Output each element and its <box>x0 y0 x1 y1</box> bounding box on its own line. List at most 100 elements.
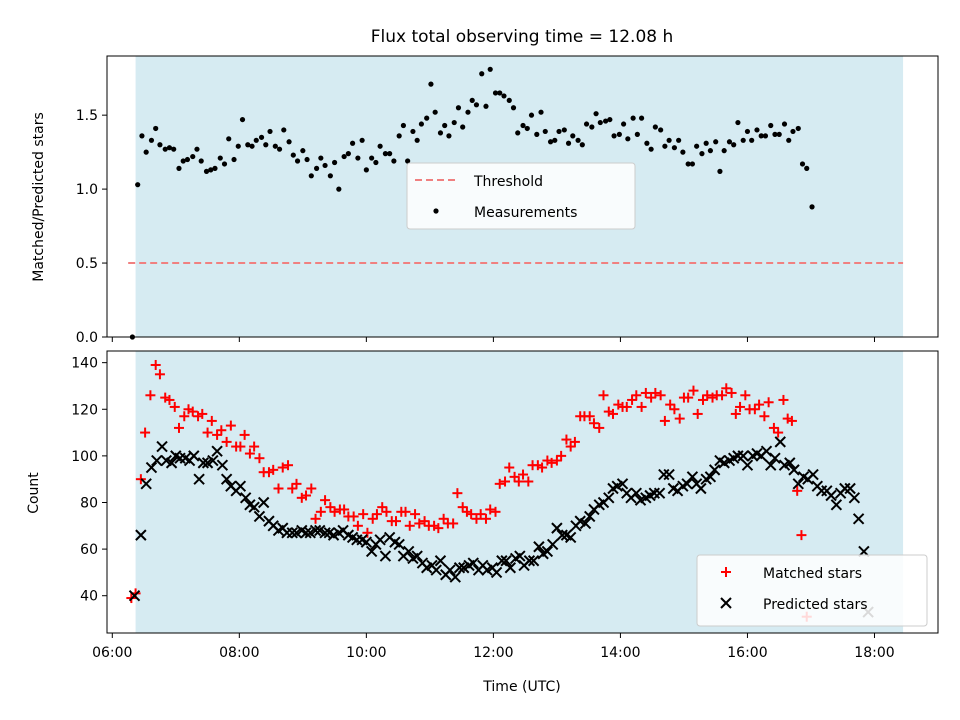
matched-star-point <box>414 518 425 529</box>
matched-star-point <box>169 401 180 412</box>
predicted-star-point <box>193 473 205 485</box>
predicted-star-point <box>630 487 643 499</box>
predicted-star-point <box>467 557 479 569</box>
predicted-star-point <box>556 529 568 541</box>
measurement-point <box>652 124 658 130</box>
measurement-point <box>184 156 191 163</box>
predicted-star-point <box>504 562 517 574</box>
measurement-point <box>689 161 696 167</box>
matched-star-point <box>688 385 699 396</box>
predicted-star-point <box>211 445 223 457</box>
measurement-point <box>786 137 792 143</box>
measurement-point <box>217 155 223 161</box>
measurement-point <box>314 165 320 171</box>
matched-star-point <box>352 520 363 531</box>
matched-star-point <box>306 483 317 494</box>
measurement-point <box>377 143 383 149</box>
measurement-point <box>483 103 489 109</box>
measurement-point <box>162 146 168 152</box>
x-tick-label: 12:00 <box>473 645 513 661</box>
matched-star-point <box>786 415 797 426</box>
measurement-point <box>428 81 434 87</box>
predicted-star-point <box>365 545 378 558</box>
measurement-point <box>373 159 379 166</box>
matched-star-point <box>621 401 632 412</box>
measurement-point <box>418 121 425 127</box>
measurement-point <box>400 122 407 129</box>
matched-star-point <box>145 390 156 401</box>
matched-star-point <box>674 413 685 424</box>
matched-star-point <box>249 441 260 452</box>
matched-star-point <box>221 436 232 447</box>
matched-star-point <box>523 476 534 487</box>
matched-star-point <box>759 411 770 422</box>
predicted-star-point <box>514 550 526 562</box>
matched-star-point <box>150 359 161 370</box>
measurement-point <box>198 158 204 164</box>
predicted-star-point <box>825 489 837 502</box>
measurements-series <box>129 66 815 340</box>
predicted-star-point <box>584 510 596 523</box>
matched-star-point <box>348 511 359 522</box>
measurement-point <box>382 151 389 157</box>
matched-star-point <box>717 390 728 401</box>
y-tick-label: 1.5 <box>76 108 98 124</box>
matched-star-point <box>702 390 713 401</box>
matched-star-point <box>594 422 605 433</box>
y-tick-label: 0.5 <box>76 256 98 272</box>
top-legend-box <box>406 162 636 230</box>
measurement-point <box>487 66 493 72</box>
measurement-point <box>552 137 558 143</box>
predicted-star-point <box>564 531 577 544</box>
matched-star-point <box>556 450 567 461</box>
predicted-star-point <box>695 482 707 495</box>
x-tick-label: 14:00 <box>600 645 640 661</box>
measurement-point <box>809 204 815 210</box>
measurement-point <box>510 105 517 111</box>
predicted-star-point <box>760 445 773 457</box>
measurement-point <box>528 112 535 118</box>
measurement-point <box>634 131 640 137</box>
measurement-point <box>414 137 420 143</box>
bottom-axes-frame <box>106 350 939 634</box>
matched-star-point <box>518 469 529 480</box>
predicted-star-point <box>769 452 781 464</box>
measurement-point <box>556 128 562 135</box>
measurement-point <box>497 90 503 96</box>
matched-star-point <box>669 404 680 415</box>
matched-star-point <box>187 406 198 417</box>
measurement-point <box>804 165 810 171</box>
measurement-point <box>638 115 645 121</box>
predicted-star-point <box>737 450 749 462</box>
measurement-point <box>208 167 214 173</box>
matched-star-point <box>244 448 255 459</box>
predicted-star-point <box>852 513 865 525</box>
predicted-star-point <box>500 555 512 567</box>
measurement-point <box>272 143 278 149</box>
top-legend: Threshold Measurements <box>406 162 636 230</box>
measurement-point <box>180 158 186 164</box>
measurement-point <box>607 116 613 123</box>
predicted-star-point <box>151 454 163 467</box>
matched-star-point <box>513 476 524 487</box>
matched-star-point <box>197 408 208 419</box>
predicted-star-point <box>453 562 466 574</box>
measurement-point <box>405 158 411 164</box>
measurement-point <box>235 143 241 149</box>
measurement-point <box>721 148 727 154</box>
matched-star-point <box>650 387 661 398</box>
matched-star-point <box>448 518 459 529</box>
matched-star-point <box>225 420 236 431</box>
matched-star-point <box>631 390 642 401</box>
matched-star-point <box>636 401 647 412</box>
matched-star-point <box>608 408 619 419</box>
matched-star-point <box>569 436 580 447</box>
top-x-ticks <box>111 337 875 342</box>
predicted-star-point <box>541 545 554 558</box>
predicted-star-point <box>774 436 786 448</box>
matched-star-point <box>320 495 331 506</box>
x-axis-label: Time (UTC) <box>482 679 560 695</box>
measurement-point <box>258 134 265 140</box>
predicted-star-point <box>765 459 777 471</box>
legend-matched-label: Matched stars <box>763 566 862 582</box>
